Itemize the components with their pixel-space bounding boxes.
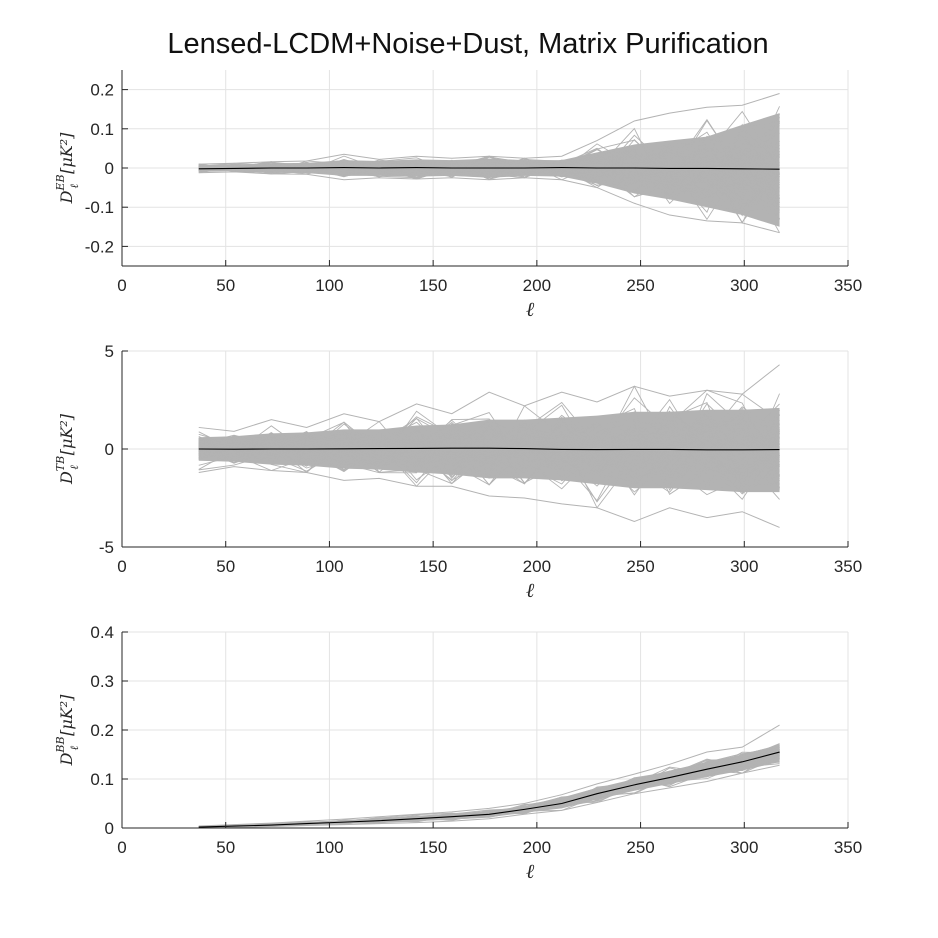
figure-title: Lensed-LCDM+Noise+Dust, Matrix Purificat…	[167, 28, 768, 60]
bb-y-tick-label: 0.2	[90, 721, 114, 740]
eb-realization-line	[198, 119, 780, 191]
tb-realization-line	[198, 416, 780, 478]
eb-realization-line	[198, 154, 780, 210]
tb-realization-line	[198, 412, 780, 485]
tb-realization-line	[198, 421, 780, 478]
eb-realization-max	[198, 93, 780, 165]
tb-realization-line	[198, 410, 780, 466]
bb-x-axis-label: ℓ	[526, 859, 535, 883]
bb-mean-line	[198, 751, 780, 828]
bb-y-tick-label: 0.4	[90, 623, 114, 642]
bb-x-tick-label: 50	[216, 838, 235, 857]
tb-y-tick-label: 0	[105, 440, 114, 459]
tb-x-tick-label: 0	[117, 557, 126, 576]
bb-realization-max	[198, 724, 780, 827]
tb-x-tick-label: 300	[730, 557, 758, 576]
bb-panel: 0 50 100 150 200 250 300 350 0 0.1 0.2 0.3 0.4 ℓ DBBℓ[…	[54, 623, 862, 883]
eb-x-tick-label: 250	[626, 276, 654, 295]
tb-realization-line	[198, 424, 780, 490]
tb-x-tick-label: 50	[216, 557, 235, 576]
eb-y-tick-label: 0.1	[90, 120, 114, 139]
bb-y-tick-label: 0	[105, 819, 114, 838]
eb-x-tick-label: 350	[834, 276, 862, 295]
bb-x-tick-label: 250	[626, 838, 654, 857]
eb-realization-min	[198, 171, 780, 234]
bb-y-tick-label: 0.1	[90, 770, 114, 789]
tb-realization-line	[198, 424, 780, 496]
bb-x-tick-label: 0	[117, 838, 126, 857]
bb-x-tick-label: 200	[523, 838, 551, 857]
eb-realization-line	[198, 138, 780, 186]
bb-x-tick-label: 350	[834, 838, 862, 857]
bb-y-axis-label: DBBℓ[μK²]	[54, 694, 81, 767]
tb-y-tick-label: 5	[105, 342, 114, 361]
bb-x-tick-label: 300	[730, 838, 758, 857]
bb-y-tick-label: 0.3	[90, 672, 114, 691]
eb-x-axis-label: ℓ	[526, 297, 535, 321]
tb-x-tick-label: 250	[626, 557, 654, 576]
tb-realization-max	[198, 364, 780, 432]
bb-realization-min	[198, 764, 780, 829]
eb-x-tick-label: 100	[315, 276, 343, 295]
tb-realization-line	[198, 423, 780, 487]
tb-x-tick-label: 350	[834, 557, 862, 576]
tb-x-tick-label: 150	[419, 557, 447, 576]
bb-x-tick-label: 100	[315, 838, 343, 857]
tb-realization-line	[198, 419, 780, 503]
tb-mean-line	[198, 447, 780, 451]
eb-realization-line	[198, 110, 780, 185]
eb-x-tick-label: 150	[419, 276, 447, 295]
eb-x-tick-label: 50	[216, 276, 235, 295]
eb-x-tick-label: 0	[117, 276, 126, 295]
eb-x-tick-label: 300	[730, 276, 758, 295]
tb-realization-line	[198, 424, 780, 483]
tb-x-tick-label: 100	[315, 557, 343, 576]
eb-x-tick-label: 200	[523, 276, 551, 295]
eb-y-tick-label: 0	[105, 159, 114, 178]
tb-realization-line	[198, 410, 780, 473]
eb-realization-line	[198, 151, 780, 186]
tb-x-tick-label: 200	[523, 557, 551, 576]
eb-realization-line	[198, 158, 780, 183]
eb-mean-line	[198, 167, 780, 170]
eb-y-axis-label: DEBℓ[μK²]	[54, 132, 81, 205]
bb-x-tick-label: 150	[419, 838, 447, 857]
tb-y-tick-label: -5	[99, 538, 114, 557]
tb-y-axis-label: DTBℓ[μK²]	[54, 413, 81, 485]
tb-x-axis-label: ℓ	[526, 578, 535, 602]
eb-y-tick-label: -0.2	[85, 237, 114, 256]
tb-realization-min	[198, 466, 780, 528]
eb-y-tick-label: 0.2	[90, 81, 114, 100]
eb-panel: 0 50 100 150 200 250 300 350 -0.2 -0.1 0 0.1 0.2 ℓ DEB…	[54, 70, 862, 321]
eb-y-tick-label: -0.1	[85, 198, 114, 217]
